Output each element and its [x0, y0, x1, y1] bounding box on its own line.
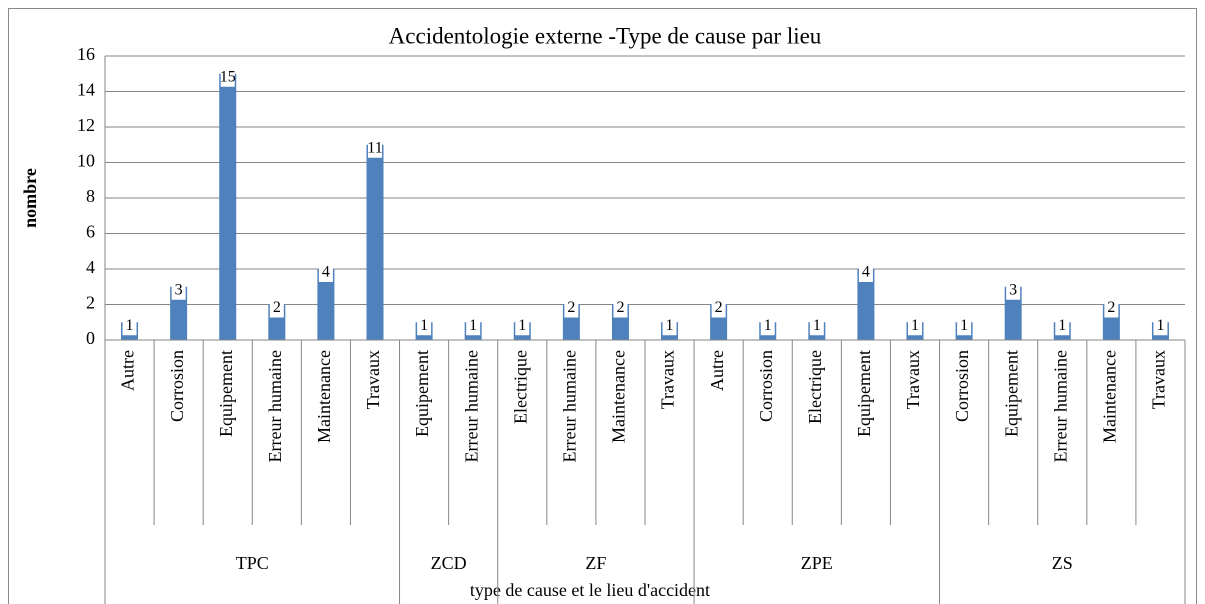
x-tick-label: Travaux: [658, 350, 678, 409]
data-label-bg: [957, 317, 972, 336]
group-label: ZPE: [801, 553, 833, 573]
data-label-bg: [1055, 317, 1070, 336]
data-label-bg: [368, 139, 382, 158]
data-label: 1: [666, 317, 674, 334]
x-tick-label: Equipement: [412, 350, 432, 437]
y-axis-title: nombre: [20, 168, 40, 228]
data-label-bg: [564, 299, 579, 318]
x-tick-label: Corrosion: [756, 350, 776, 422]
data-label: 1: [1156, 317, 1164, 334]
data-label-bg: [122, 317, 137, 336]
x-tick-label: Equipement: [216, 350, 236, 437]
data-label: 1: [813, 317, 821, 334]
data-label-bg: [318, 264, 333, 282]
bar: [170, 286, 188, 340]
data-label: 1: [126, 317, 134, 334]
x-tick-label: Travaux: [363, 350, 383, 409]
data-label-bg: [809, 317, 824, 336]
data-label-bg: [711, 299, 726, 318]
x-axis-title: type de cause et le lieu d'accident: [470, 580, 710, 600]
data-label-bg: [613, 299, 628, 318]
x-tick-label: Corrosion: [952, 350, 972, 422]
data-label-bg: [908, 317, 922, 336]
data-label-bg: [220, 68, 235, 87]
data-label-bg: [858, 264, 873, 282]
group-label: TPC: [236, 553, 269, 573]
data-label: 11: [367, 139, 382, 156]
x-tick-label: Erreur humaine: [461, 350, 481, 462]
y-tick-label: 10: [77, 151, 95, 171]
data-label-bg: [1104, 299, 1119, 318]
data-label-bg: [171, 281, 186, 300]
x-tick-label: Erreur humaine: [559, 350, 579, 462]
data-label: 2: [273, 299, 281, 316]
group-label: ZF: [585, 553, 606, 573]
x-tick-label: Electrique: [805, 350, 825, 424]
data-label: 1: [1058, 317, 1066, 334]
y-tick-label: 6: [86, 222, 95, 242]
data-label-bg: [269, 299, 284, 318]
data-label: 4: [322, 264, 330, 281]
x-tick-label: Maintenance: [314, 350, 334, 443]
x-tick-label: Autre: [707, 350, 727, 391]
x-tick-label: Maintenance: [1099, 350, 1119, 443]
data-label: 2: [1107, 299, 1115, 316]
y-tick-label: 12: [77, 115, 95, 135]
chart-border: [8, 8, 1197, 604]
data-label-bg: [1006, 281, 1021, 300]
y-tick-label: 4: [86, 257, 95, 277]
x-tick-label: Corrosion: [167, 350, 187, 422]
data-label-bg: [662, 317, 677, 336]
data-label-bg: [760, 317, 775, 336]
data-label: 1: [960, 317, 968, 334]
y-tick-label: 2: [86, 293, 95, 313]
x-tick-label: Electrique: [510, 350, 530, 424]
data-label: 2: [616, 299, 624, 316]
x-tick-label: Equipement: [1001, 350, 1021, 437]
group-label: ZCD: [431, 553, 467, 573]
x-tick-label: Autre: [118, 350, 138, 391]
group-label: ZS: [1052, 553, 1073, 573]
data-label: 1: [764, 317, 772, 334]
x-tick-label: Erreur humaine: [1050, 350, 1070, 462]
bar: [219, 73, 237, 340]
data-label-bg: [515, 317, 530, 336]
data-label: 2: [715, 299, 723, 316]
data-label: 15: [220, 68, 236, 85]
chart-title: Accidentologie externe -Type de cause pa…: [389, 23, 822, 48]
data-label: 1: [518, 317, 526, 334]
data-label-bg: [417, 317, 432, 336]
bar: [857, 269, 875, 340]
data-label: 3: [175, 281, 183, 298]
bar: [366, 144, 384, 340]
data-label-bg: [466, 317, 481, 336]
y-tick-label: 16: [77, 44, 95, 64]
data-label: 1: [469, 317, 477, 334]
x-tick-label: Travaux: [903, 350, 923, 409]
y-tick-label: 0: [86, 328, 95, 348]
x-tick-label: Maintenance: [609, 350, 629, 443]
data-label: 1: [420, 317, 428, 334]
data-label: 2: [567, 299, 575, 316]
y-tick-label: 14: [77, 80, 95, 100]
x-tick-label: Travaux: [1149, 350, 1169, 409]
data-label-bg: [1153, 317, 1168, 336]
x-tick-label: Erreur humaine: [265, 350, 285, 462]
data-label: 4: [862, 264, 870, 281]
data-label: 3: [1009, 281, 1017, 298]
bar: [317, 269, 335, 340]
data-label: 1: [911, 317, 919, 334]
y-tick-label: 8: [86, 186, 95, 206]
x-tick-label: Equipement: [854, 350, 874, 437]
bar: [1004, 286, 1022, 340]
